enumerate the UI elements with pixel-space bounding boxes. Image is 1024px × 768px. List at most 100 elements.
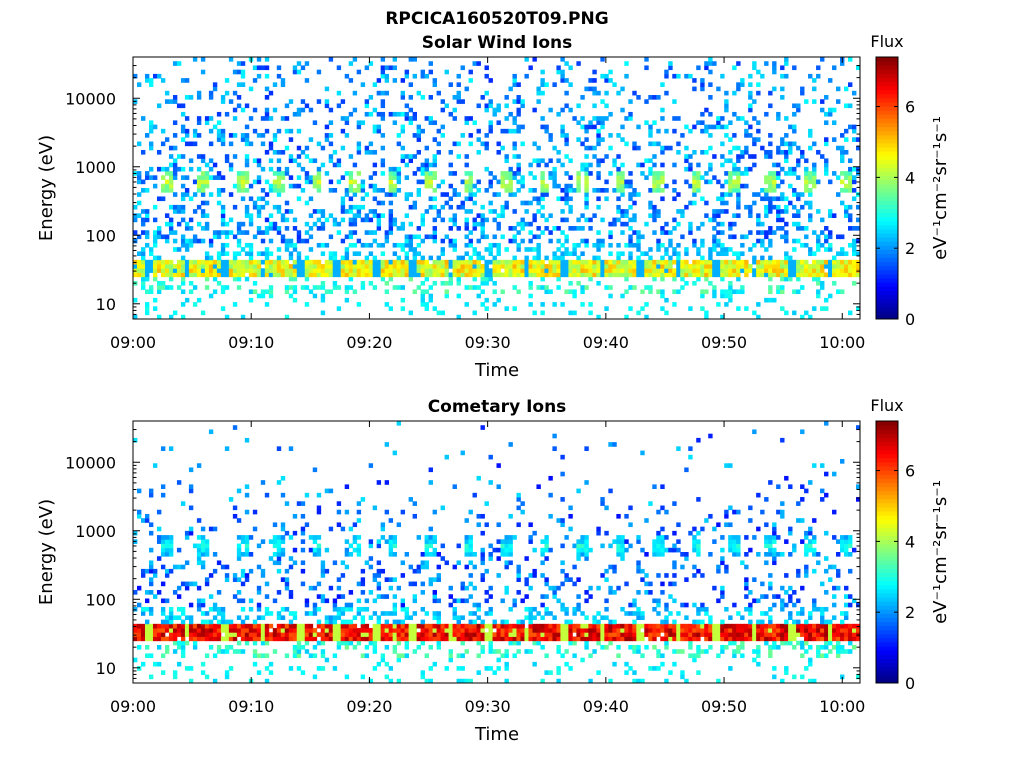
spectrogram-cell (172, 640, 178, 646)
spectrogram-cell (488, 628, 493, 633)
spectrogram-cell (740, 149, 745, 155)
spectrogram-cell (776, 175, 781, 180)
spectrogram-cell (480, 234, 485, 240)
spectrogram-cell (756, 314, 761, 320)
spectrogram-cell (432, 188, 437, 193)
spectrogram-cell (772, 162, 777, 168)
spectrogram-cell (536, 272, 541, 278)
spectrogram-cell (208, 526, 214, 532)
spectrogram-cell (388, 188, 394, 193)
spectrogram-cell (568, 513, 573, 519)
spectrogram-cell (688, 221, 693, 227)
spectrogram-cell (468, 183, 473, 189)
spectrogram-cell (148, 628, 154, 633)
spectrogram-cell (416, 124, 421, 130)
spectrogram-cell (728, 285, 733, 290)
spectrogram-cell (248, 636, 254, 642)
spectrogram-cell (228, 259, 234, 265)
spectrogram-cell (488, 666, 493, 671)
spectrogram-cell (844, 209, 849, 214)
spectrogram-cell (300, 285, 306, 290)
spectrogram-cell (732, 90, 737, 96)
spectrogram-cell (436, 255, 441, 261)
spectrogram-cell (264, 255, 270, 261)
spectrogram-cell (184, 666, 190, 671)
spectrogram-cell (388, 111, 394, 117)
spectrogram-cell (408, 623, 414, 629)
spectrogram-cell (160, 623, 166, 629)
spectrogram-cell (196, 602, 202, 608)
spectrogram-cell (584, 137, 589, 142)
spectrogram-cell (784, 255, 789, 261)
spectrogram-cell (276, 268, 282, 273)
spectrogram-cell (536, 268, 541, 273)
spectrogram-cell (704, 268, 709, 273)
spectrogram-cell (248, 221, 254, 227)
spectrogram-cell (164, 535, 170, 540)
spectrogram-cell (660, 175, 665, 180)
spectrogram-cell (772, 65, 777, 71)
spectrogram-cell (548, 611, 553, 616)
spectrogram-cell (540, 272, 545, 278)
spectrogram-cell (724, 209, 729, 214)
spectrogram-cell (468, 175, 473, 180)
spectrogram-cell (384, 628, 390, 633)
spectrogram-cell (704, 259, 709, 265)
colorbar-segment (876, 257, 898, 263)
spectrogram-cell (320, 242, 326, 248)
spectrogram-cell (788, 200, 793, 206)
spectrogram-cell (580, 213, 585, 218)
spectrogram-cell (164, 179, 170, 185)
spectrogram-cell (284, 653, 290, 659)
spectrogram-cell (188, 581, 194, 587)
spectrogram-cell (328, 289, 334, 295)
spectrogram-cell (616, 171, 621, 176)
spectrogram-cell (380, 594, 386, 599)
spectrogram-cell (536, 632, 541, 637)
spectrogram-cell (196, 204, 202, 210)
spectrogram-cell (256, 623, 262, 629)
spectrogram-cell (592, 264, 597, 269)
spectrogram-cell (840, 264, 845, 269)
spectrogram-cell (540, 539, 545, 544)
spectrogram-cell (200, 310, 206, 316)
spectrogram-cell (480, 628, 485, 633)
spectrogram-cell (460, 628, 465, 633)
spectrogram-cell (828, 209, 833, 214)
spectrogram-cell (388, 230, 394, 235)
spectrogram-cell (184, 615, 190, 621)
spectrogram-cell (508, 86, 513, 92)
spectrogram-cell (468, 509, 473, 515)
spectrogram-cell (300, 628, 306, 633)
spectrogram-cell (496, 636, 501, 642)
spectrogram-cell (244, 628, 250, 633)
spectrogram-cell (388, 632, 394, 637)
spectrogram-cell (536, 623, 541, 629)
spectrogram-cell (176, 285, 182, 290)
spectrogram-cell (608, 293, 613, 299)
spectrogram-cell (548, 230, 553, 235)
spectrogram-cell (692, 188, 697, 193)
spectrogram-cell (628, 196, 633, 202)
spectrogram-cell (328, 264, 334, 269)
spectrogram-cell (480, 268, 485, 273)
spectrogram-cell (420, 166, 425, 172)
spectrogram-cell (680, 276, 685, 282)
spectrogram-cell (552, 632, 557, 637)
spectrogram-cell (528, 573, 533, 578)
y-tick-label: 10 (96, 295, 116, 314)
spectrogram-cell (148, 632, 154, 637)
spectrogram-cell (404, 632, 410, 637)
spectrogram-cell (196, 183, 202, 189)
spectrogram-cell (376, 200, 382, 206)
spectrogram-cell (844, 259, 849, 265)
spectrogram-cell (324, 619, 330, 625)
spectrogram-cell (192, 209, 198, 214)
spectrogram-cell (448, 585, 453, 591)
spectrogram-cell (400, 264, 406, 269)
spectrogram-cell (540, 179, 545, 185)
spectrogram-cell (308, 653, 314, 659)
spectrogram-cell (496, 463, 501, 468)
spectrogram-cell (268, 166, 274, 172)
panel-title: Solar Wind Ions (422, 33, 573, 53)
